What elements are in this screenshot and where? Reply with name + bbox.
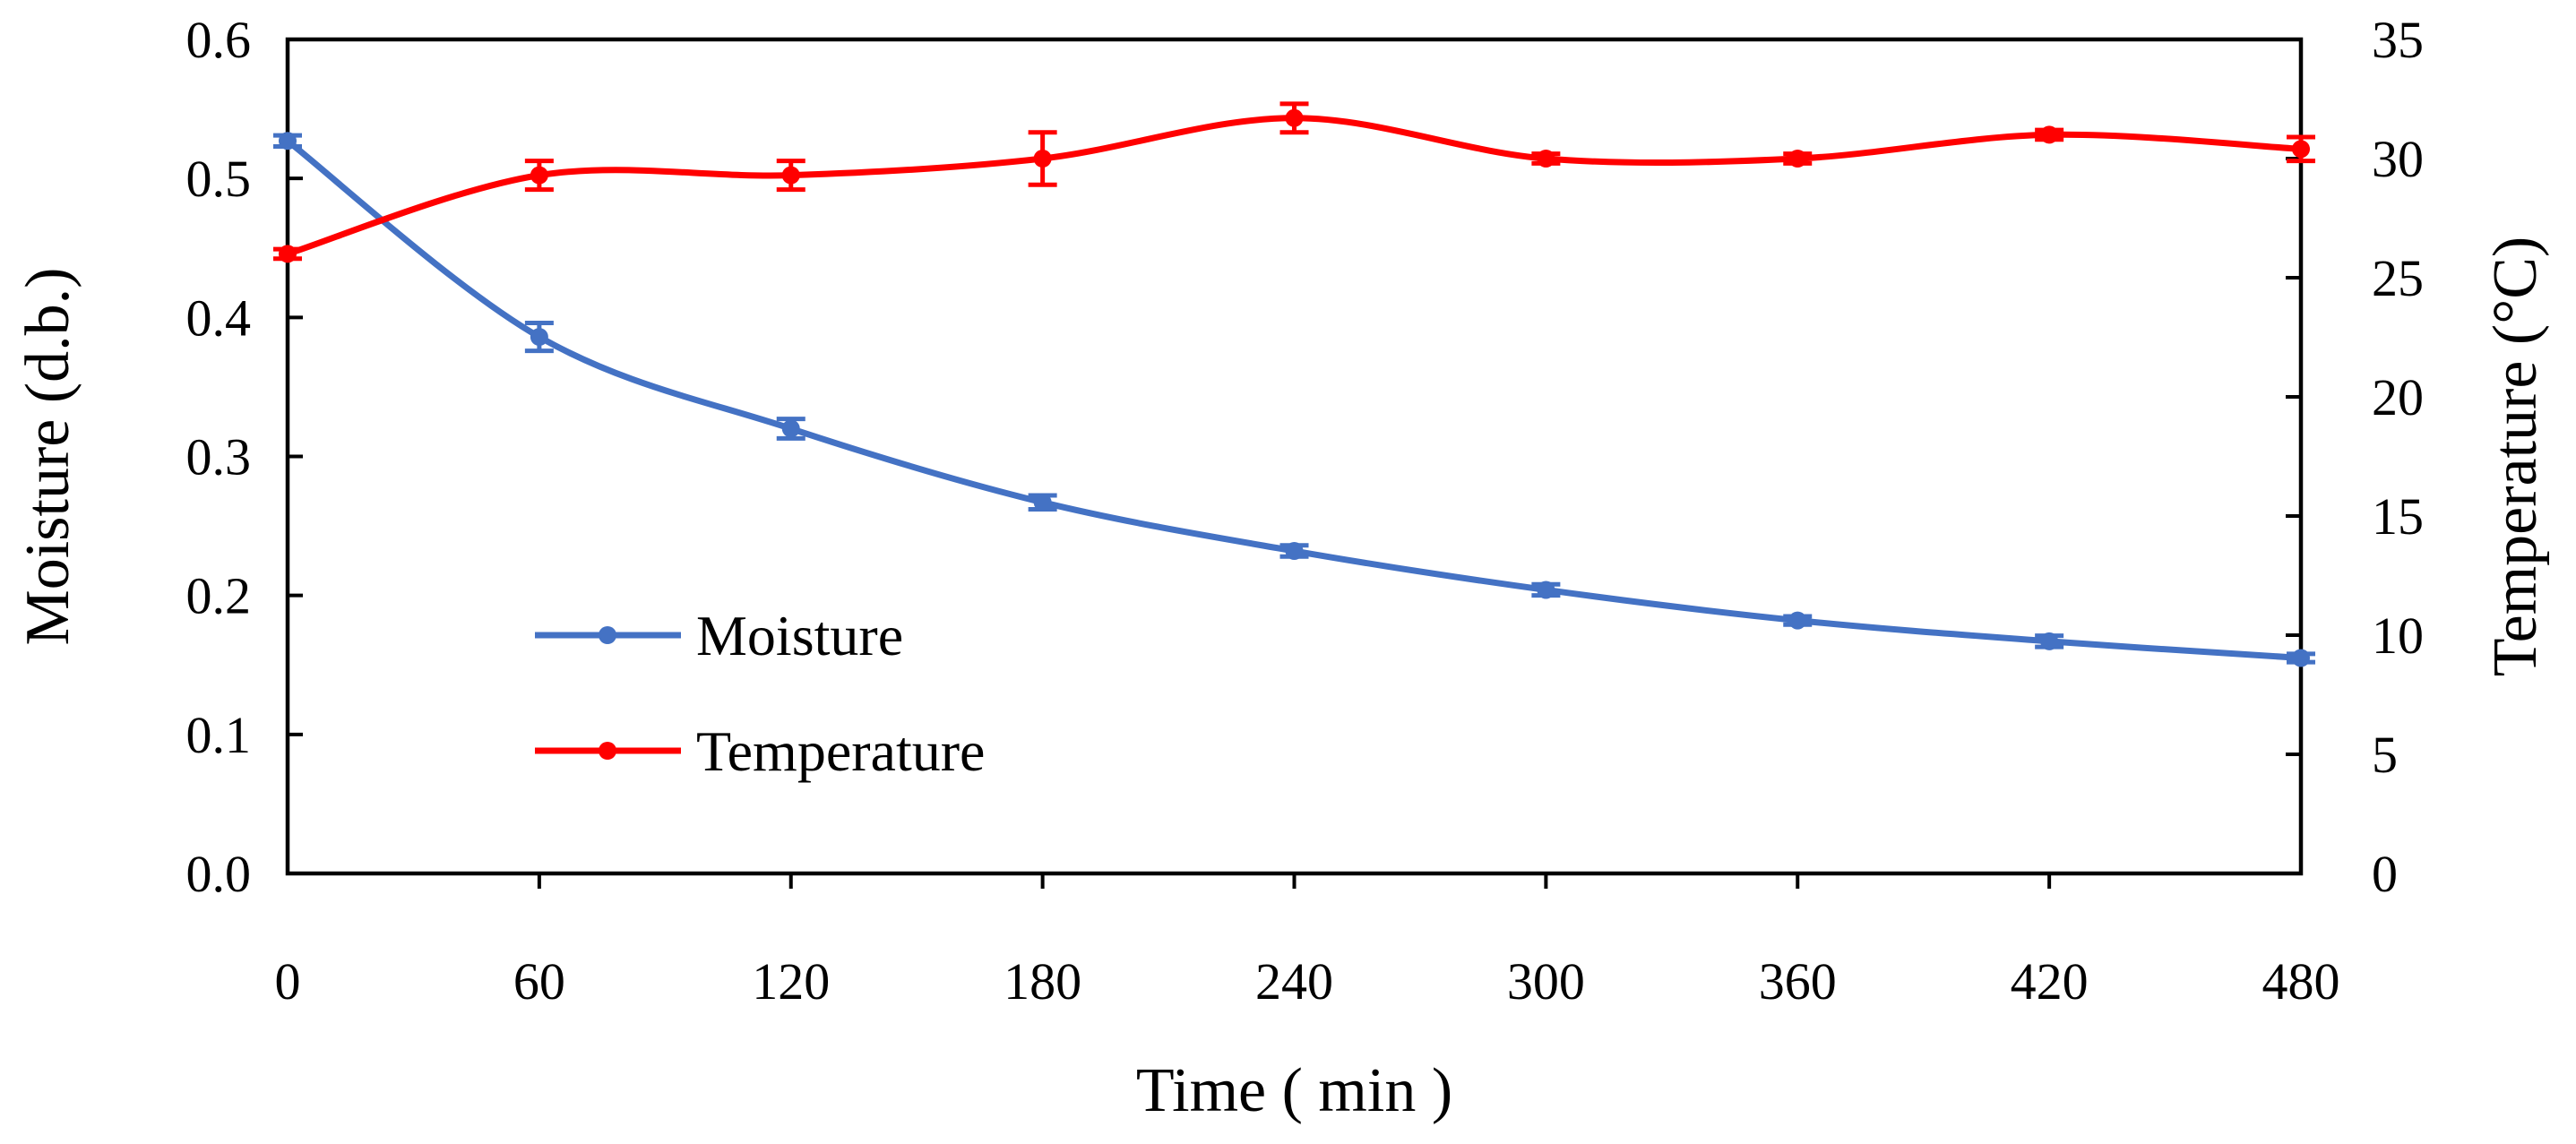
y-tick-label: 0.2: [186, 567, 252, 625]
data-point-temperature: [781, 166, 800, 185]
y-tick-label: 0.1: [186, 706, 252, 764]
data-point-moisture: [2040, 632, 2059, 650]
x-tick-label: 240: [1255, 952, 1333, 1011]
y-tick-label: 0.3: [186, 428, 252, 486]
y2-tick-label: 35: [2372, 11, 2424, 69]
data-point-temperature: [530, 166, 548, 185]
y2-tick-label: 30: [2372, 130, 2424, 188]
y2-tick-label: 5: [2372, 726, 2398, 784]
series-layer: [273, 101, 2315, 667]
legend-label-temperature: Temperature: [696, 719, 985, 783]
legend: Moisture Temperature: [535, 604, 985, 783]
data-point-temperature: [2040, 125, 2059, 144]
data-point-moisture: [781, 419, 800, 438]
y2-tick-label: 10: [2372, 606, 2424, 665]
y-tick-label: 0.0: [186, 845, 252, 903]
data-point-moisture: [2292, 649, 2310, 667]
data-point-moisture: [1033, 493, 1052, 512]
data-point-temperature: [279, 245, 297, 263]
x-tick-label: 360: [1759, 952, 1837, 1011]
x-tick-label: 300: [1507, 952, 1585, 1011]
data-point-moisture: [530, 328, 548, 347]
y2-tick-label: 20: [2372, 368, 2424, 426]
y2-tick-label: 15: [2372, 487, 2424, 546]
data-point-temperature: [1788, 150, 1807, 168]
y2-axis-title: Temperature (°C): [2481, 237, 2550, 676]
data-point-temperature: [1285, 108, 1304, 127]
data-point-moisture: [1285, 542, 1304, 561]
data-point-temperature: [1033, 150, 1052, 168]
x-tick-label: 120: [752, 952, 830, 1011]
x-tick-label: 0: [275, 952, 301, 1011]
legend-marker-moisture: [599, 626, 616, 644]
series-line-moisture: [285, 138, 2302, 661]
x-axis-title: Time ( min ): [1136, 1056, 1452, 1125]
y2-tick-label: 25: [2372, 249, 2424, 307]
y2-tick-label: 0: [2372, 845, 2398, 903]
axis-ticks: 0 60 120 180 240 300 360 420 4800.00.10.20.30.40…: [186, 11, 2425, 1011]
y-tick-label: 0.4: [186, 288, 252, 347]
x-tick-label: 420: [2011, 952, 2089, 1011]
data-point-temperature: [1537, 150, 1555, 168]
series-temperature: [273, 101, 2315, 263]
x-tick-label: 180: [1004, 952, 1081, 1011]
legend-marker-temperature: [599, 742, 616, 760]
series-moisture: [273, 132, 2315, 667]
y-axis-title: Moisture (d.b.): [13, 268, 82, 646]
x-tick-label: 480: [2262, 952, 2340, 1011]
data-point-moisture: [1537, 581, 1555, 599]
data-point-temperature: [2292, 140, 2310, 159]
y-tick-label: 0.5: [186, 150, 252, 208]
y-tick-label: 0.6: [186, 11, 252, 69]
data-point-moisture: [1788, 611, 1807, 630]
x-tick-label: 60: [513, 952, 565, 1011]
legend-label-moisture: Moisture: [696, 604, 903, 667]
data-point-moisture: [279, 132, 297, 151]
